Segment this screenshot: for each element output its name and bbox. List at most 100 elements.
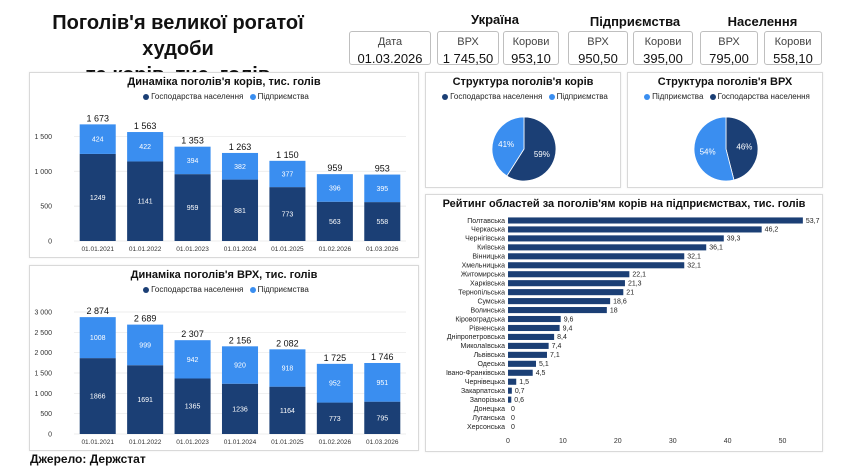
rank-bar <box>508 289 624 296</box>
rank-category-label: Івано-Франківська <box>446 369 505 377</box>
rank-category-label: Черкаська <box>471 227 505 234</box>
enterprises-vrh-value: 950,50 <box>578 51 618 66</box>
vrh-category-label: 01.03.2026 <box>366 439 399 446</box>
legend-dot-households <box>442 93 449 100</box>
cows-label-households: 959 <box>187 205 199 212</box>
rank-category-label: Луганська <box>472 415 505 422</box>
cows-total-label: 1 673 <box>86 113 109 123</box>
rank-value-label: 36,1 <box>709 245 723 252</box>
enterprises-vrh-label: ВРХ <box>587 36 609 48</box>
rank-bar <box>508 235 724 242</box>
rank-xtick-label: 10 <box>559 438 567 445</box>
legend-dot-households <box>143 93 150 100</box>
cows-label-enterprises: 377 <box>282 171 294 178</box>
pie-cows-title: Структура поголів'я корів <box>452 76 594 88</box>
ukraine-vrh-card: ВРХ 1 745,50 <box>437 31 499 66</box>
population-vrh-label: ВРХ <box>718 36 740 48</box>
rank-chart-svg: Полтавська 53,7 Черкаська 46,2 Чернігівська 3… <box>446 217 820 445</box>
pie-cows-slice <box>506 116 557 182</box>
cows-total-label: 959 <box>327 163 342 173</box>
vrh-label-enterprises: 918 <box>282 365 294 372</box>
enterprises-cows-card: Корови 395,00 <box>633 31 693 66</box>
rank-value-label: 7,1 <box>550 352 560 359</box>
cows-bar-households <box>364 202 401 241</box>
rank-value-label: 18 <box>610 307 618 314</box>
rank-bar <box>508 369 533 376</box>
rank-category-label: Львівська <box>474 351 506 359</box>
vrh-ytick-label: 2 000 <box>34 350 52 357</box>
ukraine-vrh-label: ВРХ <box>457 36 479 48</box>
rank-category-label: Донецька <box>474 406 505 413</box>
rank-bar <box>508 396 512 403</box>
cows-bar-enterprises <box>79 124 116 154</box>
population-cows-value: 558,10 <box>773 51 813 66</box>
vrh-chart-svg: 0 500 1 000 1 500 2 000 2 500 3 000 1866 1008 2 8… <box>34 306 406 446</box>
vrh-category-label: 01.01.2021 <box>81 439 114 446</box>
rank-bar <box>508 378 517 385</box>
cows-ytick-label: 1 000 <box>34 169 52 176</box>
vrh-total-label: 2 156 <box>229 335 252 345</box>
cows-label-households: 563 <box>329 219 341 226</box>
vrh-ytick-label: 0 <box>48 432 52 439</box>
date-label: Дата <box>377 36 403 48</box>
legend-label-households: Господарства населення <box>151 285 244 294</box>
legend-label-enterprises: Підприємства <box>257 92 309 101</box>
rank-value-label: 4,5 <box>536 370 546 377</box>
rank-value-label: 9,6 <box>564 316 574 323</box>
cows-chart-panel: Динаміка поголів'я корів, тис. голів Гос… <box>29 72 419 258</box>
rank-value-label: 0 <box>511 406 515 413</box>
vrh-label-households: 1866 <box>90 394 106 401</box>
rank-xtick-label: 40 <box>724 438 732 445</box>
legend-dot-households <box>709 93 716 100</box>
vrh-label-households: 773 <box>329 416 341 423</box>
legend-label-enterprises: Підприємства <box>556 92 608 101</box>
rank-category-label: Закарпатська <box>461 388 505 395</box>
vrh-bar-enterprises <box>316 363 353 403</box>
cows-chart-title: Динаміка поголів'я корів, тис. голів <box>127 76 321 88</box>
rank-category-label: Житомирська <box>461 272 505 279</box>
cows-label-enterprises: 394 <box>187 158 199 165</box>
cows-total-label: 953 <box>375 164 390 174</box>
cows-ytick-label: 1 500 <box>34 134 52 141</box>
population-cows-label: Корови <box>774 36 812 48</box>
vrh-chart-panel: Динаміка поголів'я ВРХ, тис. голів Госпо… <box>29 265 419 451</box>
ukraine-cows-label: Корови <box>512 36 550 48</box>
cows-label-households: 773 <box>282 212 294 219</box>
rank-category-label: Одеська <box>477 361 505 368</box>
rank-value-label: 32,1 <box>687 263 701 270</box>
rank-bar <box>508 307 607 314</box>
pie-vrh-legend: Підприємства Господарства населення <box>628 92 822 101</box>
rank-bar <box>508 262 685 269</box>
cows-bar-enterprises <box>174 146 211 175</box>
rank-value-label: 0,6 <box>514 397 524 404</box>
rank-category-label: Волинська <box>470 307 505 314</box>
vrh-total-label: 2 307 <box>181 329 204 339</box>
pie-vrh-title: Структура поголів'я ВРХ <box>657 76 793 88</box>
ukraine-group-title: Україна <box>470 12 519 27</box>
legend-dot-enterprises <box>249 93 256 100</box>
pie-cows-panel: Структура поголів'я корів Господарства н… <box>425 72 621 188</box>
legend-dot-households <box>143 286 150 293</box>
pie-vrh-slice <box>693 116 735 182</box>
enterprises-vrh-card: ВРХ 950,50 <box>568 31 628 66</box>
vrh-label-households: 1691 <box>137 397 153 404</box>
vrh-ytick-label: 1 000 <box>34 391 52 398</box>
population-cows-card: Корови 558,10 <box>764 31 822 66</box>
rank-value-label: 21 <box>626 289 634 296</box>
rank-value-label: 0 <box>511 424 515 431</box>
cows-label-enterprises: 395 <box>376 186 388 193</box>
cows-bar-enterprises <box>269 160 306 188</box>
rank-bar <box>508 226 762 233</box>
cows-category-label: 01.01.2024 <box>224 246 257 253</box>
rank-bar <box>508 351 547 358</box>
rank-bar <box>508 217 803 224</box>
cows-label-households: 1141 <box>138 199 153 206</box>
cows-bar-enterprises <box>316 174 353 202</box>
rank-category-label: Дніпропетровська <box>447 333 505 341</box>
vrh-total-label: 1 725 <box>324 353 347 363</box>
rank-value-label: 7,4 <box>552 343 562 350</box>
rank-bar <box>508 315 561 323</box>
vrh-bar-enterprises <box>127 324 164 366</box>
vrh-bar-households <box>269 386 306 434</box>
vrh-label-enterprises: 920 <box>234 363 246 370</box>
